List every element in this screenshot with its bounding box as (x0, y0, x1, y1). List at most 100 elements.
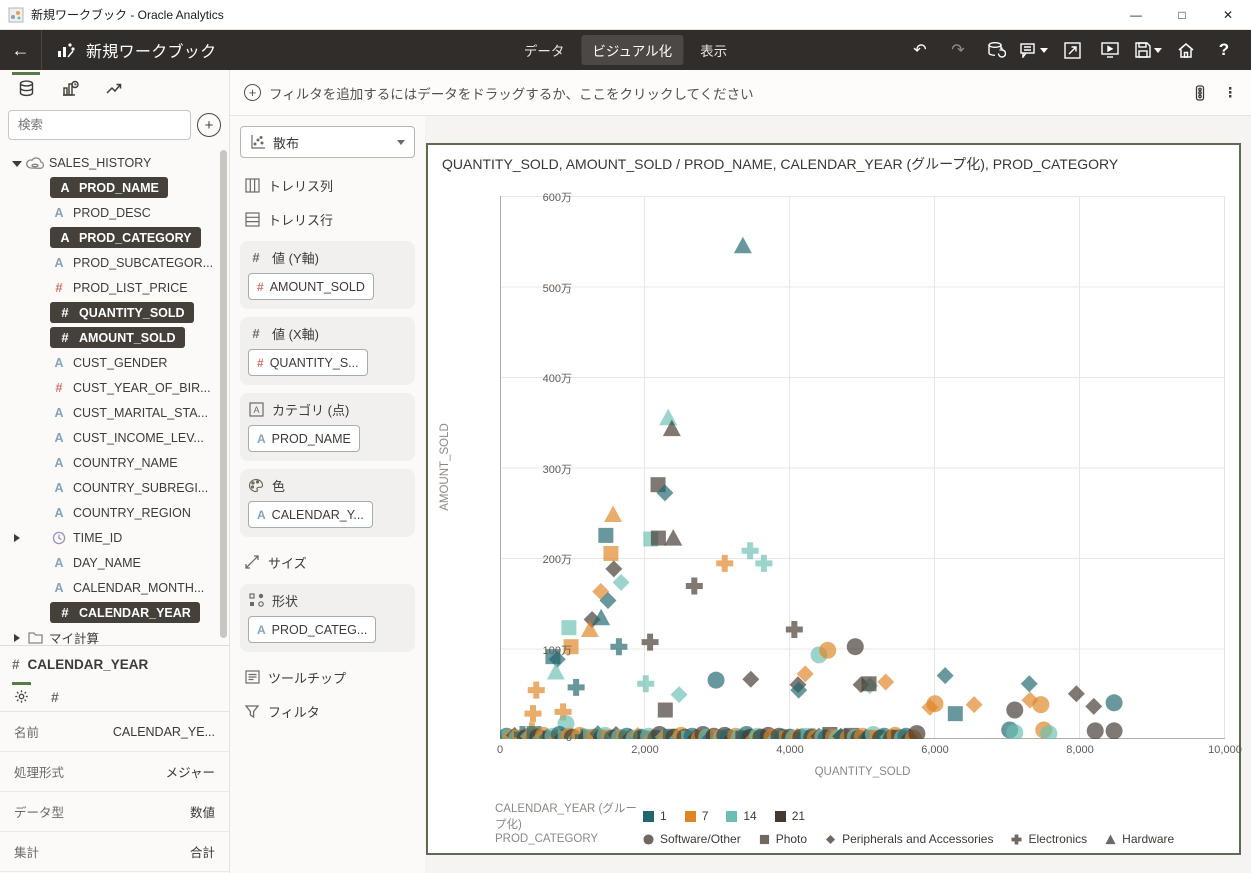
scatter-point[interactable] (819, 641, 837, 659)
shelf-tooltip[interactable]: ツールチップ (240, 660, 415, 694)
caret-icon[interactable] (10, 156, 24, 170)
undo-icon[interactable]: ↶ (913, 42, 927, 59)
scatter-point[interactable] (936, 667, 954, 685)
caret-icon[interactable] (10, 631, 24, 645)
kebab-menu-icon[interactable]: ⋮ (1223, 84, 1238, 100)
scatter-point[interactable] (1006, 701, 1024, 719)
scatter-point[interactable] (548, 650, 566, 668)
tab-data-elements[interactable] (6, 70, 46, 106)
shelf-trellis-columns[interactable]: トレリス列 (240, 168, 415, 202)
field-CALENDAR_YEAR[interactable]: # CALENDAR_YEAR (0, 600, 229, 625)
scatter-point[interactable] (554, 703, 572, 721)
scatter-point[interactable] (1006, 724, 1024, 742)
field-DAY_NAME[interactable]: A DAY_NAME (54, 555, 141, 570)
shelf-filter[interactable]: フィルタ (240, 694, 415, 728)
home-icon[interactable] (1169, 35, 1203, 65)
shelf-category[interactable]: A カテゴリ (点) A PROD_NAME (240, 393, 415, 461)
scatter-point[interactable] (563, 639, 579, 655)
shelf-color[interactable]: 色 A CALENDAR_Y... (240, 469, 415, 537)
scatter-point[interactable] (612, 573, 630, 591)
scatter-point[interactable] (1105, 722, 1123, 740)
scatter-point[interactable] (561, 620, 577, 636)
shelf-number[interactable]: # 値 (X軸) # QUANTITY_S... (240, 317, 415, 385)
scatter-point[interactable] (877, 673, 895, 691)
scatter-point[interactable] (707, 671, 725, 689)
shape-legend-item-diamond[interactable]: Peripherals and Accessories (825, 832, 993, 846)
canvas-settings-icon[interactable] (1192, 84, 1208, 101)
tree-scrollbar[interactable] (220, 150, 227, 638)
color-legend-item-7[interactable]: 7 (684, 809, 708, 823)
close-button[interactable]: ✕ (1222, 7, 1234, 22)
shape-legend-item-square[interactable]: Photo (759, 832, 807, 846)
color-legend-item-21[interactable]: 21 (774, 809, 805, 823)
add-dataset-button[interactable]: + (197, 113, 221, 137)
scatter-point[interactable] (755, 554, 773, 572)
field-COUNTRY_SUBREGI[interactable]: A COUNTRY_SUBREGI... (54, 480, 209, 495)
scatter-point[interactable] (650, 530, 666, 546)
header-tab-データ[interactable]: データ (523, 44, 565, 59)
scatter-point[interactable] (965, 696, 983, 714)
refresh-data-icon[interactable] (979, 35, 1013, 65)
scatter-point[interactable] (1040, 725, 1058, 743)
header-tab-ビジュアル化[interactable]: ビジュアル化 (581, 35, 684, 65)
shelf-size[interactable]: サイズ (240, 545, 415, 579)
scatter-point[interactable] (921, 698, 939, 716)
visualization-card[interactable]: QUANTITY_SOLD, AMOUNT_SOLD / PROD_NAME, … (426, 143, 1242, 855)
scatter-point[interactable] (716, 554, 734, 572)
field-TIME_ID[interactable]: TIME_ID (0, 525, 229, 550)
scatter-point[interactable] (598, 527, 614, 543)
color-legend-item-1[interactable]: 1 (643, 809, 667, 823)
scatter-point[interactable] (742, 670, 760, 688)
shelf-shape[interactable]: 形状 A PROD_CATEG... (240, 584, 415, 652)
redo-icon[interactable]: ↷ (951, 42, 965, 59)
scatter-point[interactable] (796, 665, 814, 683)
open-window-icon[interactable] (1055, 35, 1089, 65)
scatter-point[interactable] (524, 705, 542, 723)
field-CUST_MARITAL_STA[interactable]: A CUST_MARITAL_STA... (54, 405, 208, 420)
field-CUST_INCOME_LEV[interactable]: A CUST_INCOME_LEV... (54, 430, 204, 445)
scatter-point[interactable] (656, 484, 674, 502)
scatter-point[interactable] (1020, 675, 1038, 693)
scatter-point[interactable] (662, 419, 681, 437)
property-row[interactable]: 処理形式 メジャー (0, 752, 229, 792)
scatter-point[interactable] (733, 236, 752, 254)
scatter-point[interactable] (790, 681, 808, 699)
shape-legend-item-triangle[interactable]: Hardware (1105, 832, 1174, 846)
pill-AMOUNT_SOLD[interactable]: # AMOUNT_SOLD (248, 273, 374, 300)
scatter-point[interactable] (592, 608, 611, 626)
scatter-point[interactable] (908, 725, 926, 743)
properties-tab-general[interactable] (12, 681, 31, 712)
scatter-point[interactable] (1085, 697, 1103, 715)
scatter-point[interactable] (670, 686, 688, 704)
field-COUNTRY_REGION[interactable]: A COUNTRY_REGION (54, 505, 191, 520)
scatter-point[interactable] (641, 633, 659, 651)
help-icon[interactable]: ? (1218, 40, 1230, 59)
scatter-point[interactable] (1086, 722, 1104, 740)
field-CALENDAR_MONTH[interactable]: A CALENDAR_MONTH... (54, 580, 205, 595)
scatter-point[interactable] (1067, 685, 1085, 703)
search-input[interactable] (8, 110, 191, 140)
field-PROD_CATEGORY[interactable]: A PROD_CATEGORY (0, 225, 229, 250)
shelf-number[interactable]: # 値 (Y軸) # AMOUNT_SOLD (240, 241, 415, 309)
header-tab-表示[interactable]: 表示 (700, 44, 728, 59)
pill-PROD_CATEG[interactable]: A PROD_CATEG... (248, 616, 377, 643)
scatter-point[interactable] (785, 620, 803, 638)
scatter-point[interactable] (580, 620, 599, 637)
tab-analytics[interactable] (50, 70, 90, 106)
color-legend-item-14[interactable]: 14 (726, 809, 757, 823)
filter-bar[interactable]: + フィルタを追加するにはデータをドラッグするか、ここをクリックしてください ⋮ (230, 70, 1251, 116)
caret-icon[interactable] (10, 531, 24, 545)
save-icon[interactable] (1131, 35, 1165, 65)
scatter-point[interactable] (637, 675, 655, 693)
field-PROD_SUBCATEGOR[interactable]: A PROD_SUBCATEGOR... (54, 255, 214, 270)
field-PROD_LIST_PRICE[interactable]: # PROD_LIST_PRICE (55, 280, 188, 295)
scatter-point[interactable] (657, 702, 673, 718)
property-row[interactable]: 名前 CALENDAR_YE... (0, 712, 229, 752)
field-COUNTRY_NAME[interactable]: A COUNTRY_NAME (54, 455, 178, 470)
scatter-point[interactable] (664, 529, 683, 546)
scatter-point[interactable] (567, 678, 585, 696)
comment-icon[interactable] (1017, 35, 1051, 65)
add-filter-icon[interactable]: + (244, 84, 261, 101)
pill-PROD_NAME[interactable]: A PROD_NAME (248, 425, 360, 452)
scatter-point[interactable] (846, 638, 864, 656)
